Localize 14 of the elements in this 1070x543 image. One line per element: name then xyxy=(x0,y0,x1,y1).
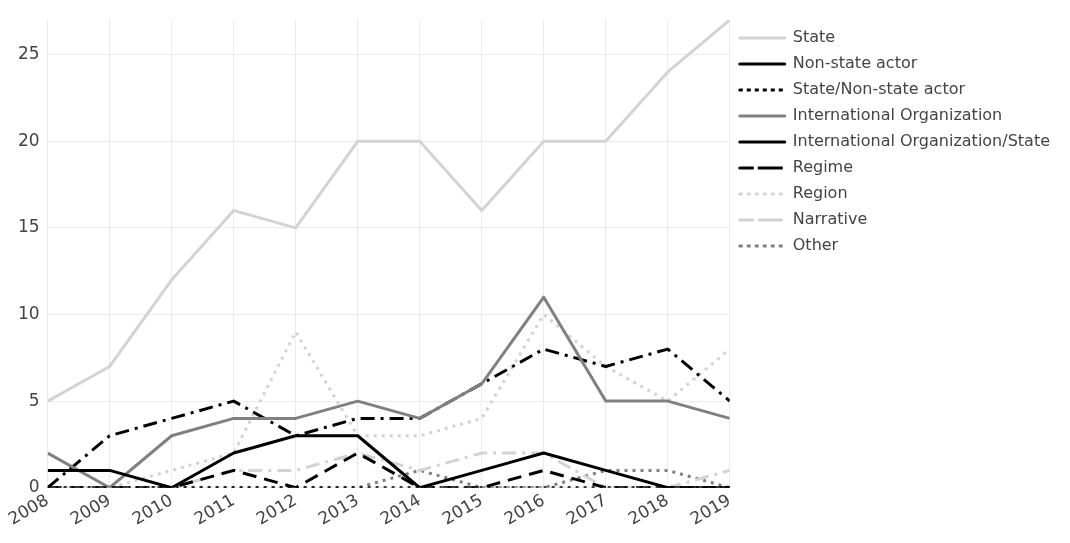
y-tick-label: 15 xyxy=(17,216,40,237)
legend-label: Region xyxy=(792,183,848,203)
legend-label: International Organization/State xyxy=(792,131,1050,151)
legend-label: State xyxy=(792,27,836,47)
legend-label: Other xyxy=(792,235,839,255)
y-tick-label: 5 xyxy=(28,389,40,410)
y-tick-label: 20 xyxy=(17,129,40,150)
legend-label: Non-state actor xyxy=(792,53,918,73)
y-tick-label: 25 xyxy=(17,43,40,64)
legend-label: International Organization xyxy=(792,105,1003,125)
legend-label: State/Non-state actor xyxy=(792,79,966,99)
legend-label: Narrative xyxy=(792,209,868,229)
y-tick-label: 10 xyxy=(17,302,40,323)
legend-label: Regime xyxy=(792,157,854,177)
